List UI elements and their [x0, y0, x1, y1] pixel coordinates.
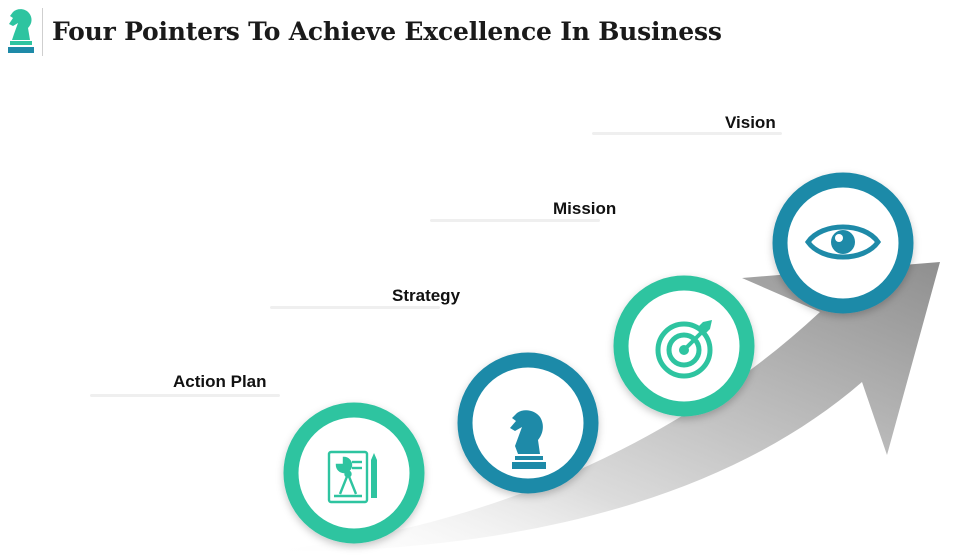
label-mission: Mission [553, 199, 617, 218]
leader-line-strategy [270, 306, 440, 309]
logo-divider [42, 8, 43, 56]
label-action-plan: Action Plan [173, 372, 267, 391]
slide-header: Four Pointers To Achieve Excellence In B… [0, 0, 960, 64]
eye-icon [804, 224, 882, 260]
target-arrow-icon [655, 320, 713, 379]
step-action-plan [283, 402, 425, 544]
chess-knight-icon [510, 410, 546, 469]
slide-title: Four Pointers To Achieve Excellence In B… [52, 17, 722, 46]
label-strategy: Strategy [392, 286, 461, 305]
leader-line-mission [430, 219, 600, 222]
step-mission [613, 275, 755, 417]
leader-line-action-plan [90, 394, 280, 397]
step-strategy [457, 352, 599, 494]
label-vision: Vision [725, 113, 776, 132]
knight-logo-icon [8, 9, 34, 53]
leader-line-vision [592, 132, 782, 135]
step-vision [772, 172, 914, 314]
document-chart-compass-icon [327, 450, 377, 504]
